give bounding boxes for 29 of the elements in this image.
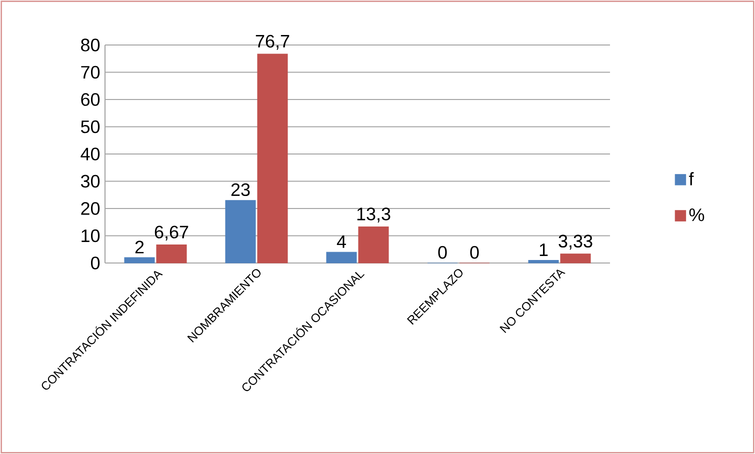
y-tick-label: 30 <box>80 174 100 188</box>
legend-label: % <box>689 208 704 222</box>
bar <box>358 226 389 264</box>
bar <box>124 257 155 264</box>
bar <box>156 244 187 264</box>
data-label: 13,3 <box>357 208 390 222</box>
bar <box>560 254 591 264</box>
y-tick-label: 20 <box>81 202 100 215</box>
y-tick-label: 0 <box>90 256 100 270</box>
data-label: 0 <box>438 246 447 259</box>
y-tick-label: 70 <box>81 66 100 79</box>
data-label: 3,33 <box>558 234 592 250</box>
data-label: 4 <box>336 235 346 248</box>
data-label: 76,7 <box>256 34 290 50</box>
data-label: 0 <box>470 246 479 259</box>
y-tick-label: 40 <box>80 148 100 160</box>
data-label: 23 <box>231 183 250 196</box>
y-tick-label: 80 <box>81 38 100 52</box>
bar <box>528 260 559 264</box>
y-tick-label: 50 <box>80 120 100 134</box>
y-tick-label: 10 <box>82 229 100 242</box>
bar <box>326 252 357 264</box>
legend-label: f <box>688 172 694 186</box>
bar <box>257 54 288 264</box>
data-label: 2 <box>135 240 144 254</box>
bar <box>225 200 256 264</box>
y-tick-label: 60 <box>81 93 100 106</box>
data-label: 1 <box>540 244 548 256</box>
data-label: 6,67 <box>154 226 188 241</box>
